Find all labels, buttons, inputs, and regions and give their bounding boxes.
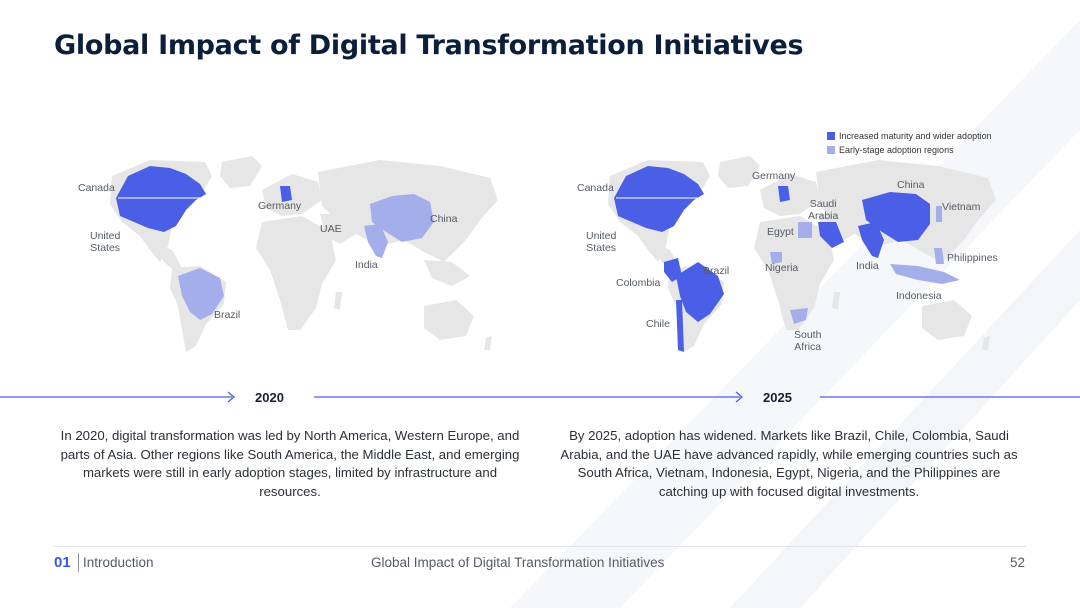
vietnam-region-2025 bbox=[936, 206, 942, 222]
saudi-region-2025 bbox=[818, 222, 844, 248]
label-indonesia-2025: Indonesia bbox=[896, 290, 942, 302]
egypt-region-2025 bbox=[798, 222, 812, 238]
label-us-2025: United States bbox=[586, 230, 617, 254]
description-2020: In 2020, digital transformation was led … bbox=[60, 428, 520, 499]
label-india-2025: India bbox=[856, 260, 879, 272]
label-china-2025: China bbox=[897, 179, 925, 191]
timeline bbox=[0, 391, 1080, 403]
brazil-region-2020 bbox=[178, 268, 224, 320]
map-2020-shapes bbox=[110, 156, 498, 352]
europe-base-shape bbox=[262, 174, 322, 216]
india-region-2020 bbox=[364, 224, 388, 258]
label-germany-2025: Germany bbox=[752, 170, 796, 182]
china-region-2020 bbox=[370, 194, 434, 242]
nigeria-region-2025 bbox=[770, 252, 782, 264]
year-label-2020: 2020 bbox=[255, 390, 284, 405]
label-brazil-2020: Brazil bbox=[214, 309, 241, 321]
footer-title: Global Impact of Digital Transformation … bbox=[371, 555, 665, 570]
brazil-region-2025 bbox=[676, 262, 724, 322]
label-china-2020: China bbox=[430, 213, 458, 225]
label-canada-2025: Canada bbox=[577, 182, 614, 194]
label-us-2020: United States bbox=[90, 230, 121, 254]
legend-item-early: Early-stage adoption regions bbox=[827, 143, 992, 157]
legend-label-mature: Increased maturity and wider adoption bbox=[839, 131, 992, 141]
label-chile-2025: Chile bbox=[646, 318, 670, 330]
timeline-arrow-1 bbox=[227, 391, 236, 403]
world-map-2020: Canada United States Germany UAE China I… bbox=[0, 0, 540, 380]
label-nigeria-2025: Nigeria bbox=[765, 262, 799, 274]
footer-separator bbox=[78, 553, 79, 572]
label-brazil-2025: Brazil bbox=[703, 265, 730, 277]
footer-section-name: Introduction bbox=[83, 555, 154, 570]
greenland-shape bbox=[220, 156, 262, 188]
label-canada-2020: Canada bbox=[78, 182, 115, 194]
africa-shape bbox=[256, 216, 336, 330]
philippines-region-2025 bbox=[934, 248, 944, 264]
legend-item-mature: Increased maturity and wider adoption bbox=[827, 129, 992, 143]
madagascar-shape bbox=[334, 292, 342, 310]
australia-shape bbox=[424, 300, 474, 340]
label-south-africa-2025: South Africa bbox=[794, 329, 822, 353]
legend-swatch-mature bbox=[827, 132, 835, 140]
map-legend: Increased maturity and wider adoption Ea… bbox=[827, 129, 992, 157]
label-germany-2020: Germany bbox=[258, 200, 302, 212]
footer-page-number: 52 bbox=[1010, 555, 1026, 570]
middle-east-shape bbox=[320, 214, 356, 244]
page-title: Global Impact of Digital Transformation … bbox=[54, 30, 804, 61]
label-india-2020: India bbox=[355, 259, 378, 271]
legend-label-early: Early-stage adoption regions bbox=[839, 145, 954, 155]
legend-swatch-early bbox=[827, 146, 835, 154]
label-vietnam-2025: Vietnam bbox=[942, 201, 981, 213]
world-map-2025: Increased maturity and wider adoption Ea… bbox=[577, 129, 998, 353]
label-colombia-2025: Colombia bbox=[616, 277, 661, 289]
year-label-2025: 2025 bbox=[763, 390, 792, 405]
central-america-shape bbox=[150, 240, 182, 272]
label-saudi-2025: Saudi Arabia bbox=[808, 198, 839, 222]
label-uae-2020: UAE bbox=[320, 223, 342, 235]
chile-region-2025 bbox=[676, 300, 684, 352]
colombia-region-2025 bbox=[664, 258, 682, 282]
south-africa-region-2025 bbox=[790, 308, 808, 324]
map-2025-shapes bbox=[608, 156, 996, 352]
india-region-2025 bbox=[858, 222, 884, 258]
label-philippines-2025: Philippines bbox=[947, 252, 998, 264]
description-2025: By 2025, adoption has widened. Markets l… bbox=[560, 428, 1018, 499]
canada-us-region-2020 bbox=[116, 166, 206, 232]
footer-divider-line bbox=[54, 546, 1026, 547]
label-egypt-2025: Egypt bbox=[767, 226, 794, 238]
germany-region-2025 bbox=[778, 186, 790, 202]
timeline-arrow-2 bbox=[735, 391, 744, 403]
indonesia-region-2025 bbox=[890, 264, 960, 284]
germany-region-2020 bbox=[280, 186, 292, 202]
southeast-asia-shape bbox=[424, 260, 470, 286]
newzealand-shape bbox=[484, 336, 492, 350]
canada-us-region-2025 bbox=[614, 166, 704, 232]
footer-section-number: 01 bbox=[54, 554, 71, 571]
